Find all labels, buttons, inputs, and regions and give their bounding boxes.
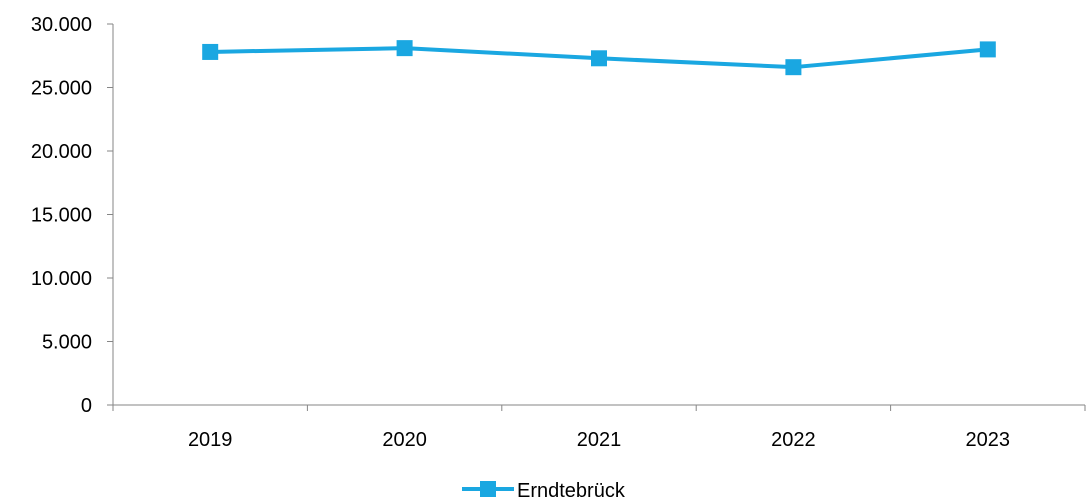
y-tick-label: 5.000	[42, 332, 92, 354]
y-axis-labels: 0 5.000 10.000 15.000 20.000 25.000 30.000	[31, 14, 92, 417]
x-axis-labels: 2019 2020 2021 2022 2023	[188, 429, 1010, 451]
x-tick-label: 2020	[382, 429, 427, 451]
y-tick-label: 10.000	[31, 268, 92, 290]
legend-swatch-marker	[480, 481, 496, 497]
y-tick-label: 30.000	[31, 14, 92, 36]
data-point-marker	[979, 41, 996, 58]
series-layer	[202, 40, 996, 76]
x-axis-ticks	[112, 405, 1086, 411]
x-tick-label: 2021	[577, 429, 622, 451]
y-axis-ticks	[107, 23, 113, 406]
data-point-marker	[591, 50, 607, 67]
data-point-marker	[202, 43, 219, 60]
x-tick-label: 2023	[966, 429, 1011, 451]
legend-label: Erndtebrück	[517, 480, 626, 501]
legend: Erndtebrück	[462, 480, 626, 501]
x-tick-label: 2019	[188, 429, 233, 451]
y-tick-label: 15.000	[31, 205, 92, 227]
y-tick-label: 20.000	[31, 141, 92, 163]
data-point-marker	[785, 59, 802, 76]
x-tick-label: 2022	[771, 429, 816, 451]
y-tick-label: 0	[81, 395, 92, 417]
y-tick-label: 25.000	[31, 78, 92, 100]
data-point-marker	[396, 40, 413, 57]
